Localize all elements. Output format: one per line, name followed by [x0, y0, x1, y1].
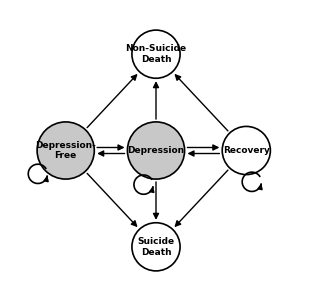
Text: Suicide
Death: Suicide Death	[138, 237, 174, 256]
Circle shape	[132, 30, 180, 78]
Circle shape	[127, 122, 185, 179]
Text: Depression: Depression	[127, 146, 185, 155]
Text: Non-Suicide
Death: Non-Suicide Death	[125, 45, 187, 64]
Text: Recovery: Recovery	[223, 146, 270, 155]
Circle shape	[132, 223, 180, 271]
Circle shape	[222, 126, 271, 175]
Text: Depression-
Free: Depression- Free	[35, 141, 96, 160]
Circle shape	[37, 122, 94, 179]
